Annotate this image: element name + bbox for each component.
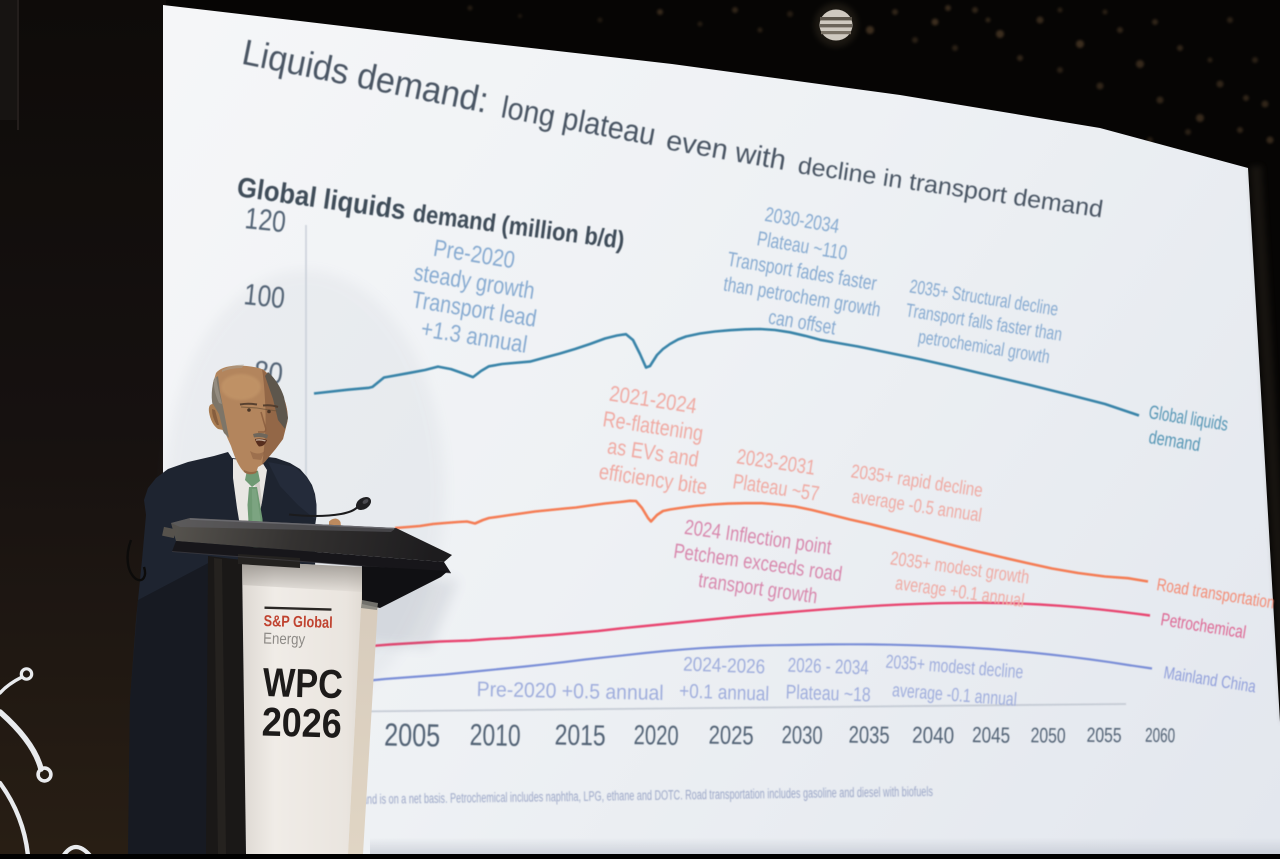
svg-text:Energy: Energy	[263, 630, 306, 648]
svg-text:100: 100	[242, 278, 286, 315]
svg-text:2035: 2035	[848, 722, 889, 750]
svg-text:2025: 2025	[708, 720, 754, 751]
svg-text:2050: 2050	[1030, 724, 1065, 748]
svg-text:Plateau ~18: Plateau ~18	[785, 682, 871, 707]
svg-text:S&P Global: S&P Global	[263, 613, 332, 632]
svg-text:2060: 2060	[1145, 725, 1175, 748]
svg-text:2045: 2045	[972, 722, 1010, 748]
svg-text:2040: 2040	[912, 722, 954, 749]
svg-text:2026 - 2034: 2026 - 2034	[787, 655, 869, 680]
svg-text:WPC: WPC	[262, 659, 343, 707]
svg-text:2015: 2015	[554, 720, 606, 753]
svg-text:2026: 2026	[261, 698, 342, 746]
svg-text:+0.1 annual: +0.1 annual	[679, 680, 770, 705]
svg-text:2005: 2005	[384, 717, 441, 754]
svg-text:2030: 2030	[781, 721, 822, 750]
svg-text:2020: 2020	[633, 719, 679, 751]
svg-text:2010: 2010	[469, 718, 521, 753]
svg-text:Pre-2020 +0.5 annual: Pre-2020 +0.5 annual	[476, 678, 663, 705]
svg-text:120: 120	[243, 202, 287, 239]
svg-text:2024-2026: 2024-2026	[683, 654, 766, 679]
svg-text:2055: 2055	[1086, 724, 1121, 748]
